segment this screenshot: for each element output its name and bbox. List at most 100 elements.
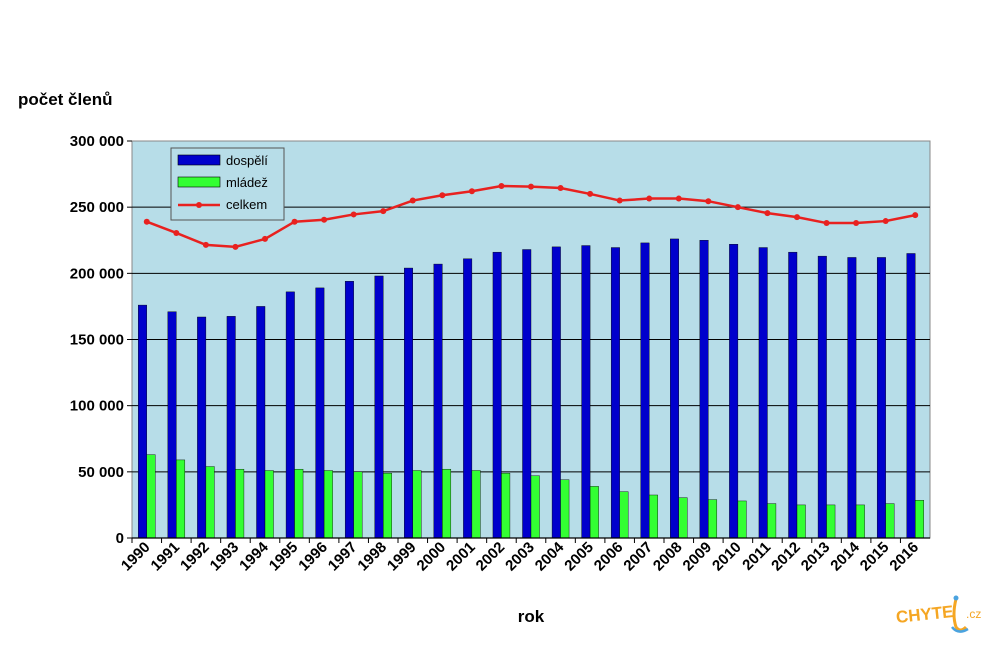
bar-dospeli-2011: [758, 247, 768, 539]
chytej-logo: CHYTE .cz: [895, 595, 981, 633]
y-tick-label: 50 000: [78, 464, 124, 481]
svg-text:.cz: .cz: [966, 607, 981, 621]
bar-dospeli-2009: [699, 240, 709, 539]
y-tick-label: 100 000: [70, 398, 124, 415]
point-celkem-2008: [675, 195, 682, 202]
y-axis-title: počet členů: [18, 90, 112, 109]
x-tick-label: 2002: [473, 539, 509, 575]
point-celkem-2000: [439, 192, 446, 199]
bar-mladez-1990: [146, 454, 156, 539]
x-tick-label: 2013: [798, 539, 834, 575]
x-tick-label: 2011: [739, 539, 774, 574]
x-tick-label: 2004: [532, 538, 568, 574]
point-celkem-2001: [468, 188, 475, 195]
point-celkem-2013: [823, 220, 830, 227]
bar-mladez-2010: [737, 500, 747, 539]
point-celkem-1999: [409, 197, 416, 204]
x-tick-label: 2001: [443, 539, 479, 575]
legend-swatch: [177, 176, 221, 188]
x-tick-label: 2003: [502, 539, 538, 575]
bar-dospeli-2006: [610, 247, 620, 539]
bar-dospeli-1996: [315, 287, 325, 539]
y-tick-label: 300 000: [70, 133, 124, 150]
x-tick-label: 1997: [325, 539, 361, 575]
x-tick-label: 1995: [266, 539, 302, 575]
point-celkem-2011: [764, 210, 771, 217]
point-celkem-2014: [853, 220, 860, 227]
bar-mladez-2006: [619, 491, 629, 539]
x-tick-label: 2010: [709, 539, 745, 575]
x-tick-label: 2016: [886, 539, 922, 575]
bar-mladez-2014: [855, 504, 865, 539]
bar-dospeli-2012: [788, 251, 798, 539]
bar-mladez-2001: [471, 470, 481, 539]
x-axis-title: rok: [518, 607, 545, 626]
y-tick-label: 200 000: [70, 265, 124, 282]
bar-dospeli-1991: [167, 311, 177, 539]
bar-dospeli-1993: [226, 316, 236, 539]
x-tick-label: 2008: [650, 539, 686, 575]
x-tick-label: 2005: [561, 539, 597, 575]
point-celkem-1991: [173, 229, 180, 236]
x-tick-label: 2007: [620, 539, 656, 575]
svg-text:CHYTE: CHYTE: [895, 602, 954, 627]
point-celkem-1990: [143, 218, 150, 225]
bar-dospeli-2004: [551, 246, 561, 539]
x-tick-label: 2012: [768, 539, 804, 575]
bar-dospeli-2016: [906, 253, 916, 539]
point-celkem-2016: [912, 212, 919, 219]
legend-label: celkem: [226, 197, 267, 212]
bar-mladez-2011: [767, 503, 777, 539]
bar-mladez-2004: [560, 479, 570, 539]
x-tick-label: 2014: [827, 538, 863, 574]
bar-dospeli-2001: [463, 258, 473, 539]
x-tick-label: 2006: [591, 539, 627, 575]
bar-mladez-1993: [235, 468, 245, 539]
x-tick-label: 2015: [857, 539, 893, 575]
bar-dospeli-1997: [344, 281, 354, 539]
bar-dospeli-1992: [197, 316, 207, 539]
legend-swatch: [177, 154, 221, 166]
bar-mladez-2002: [501, 472, 511, 539]
bar-mladez-1995: [294, 468, 304, 539]
bar-dospeli-1990: [138, 304, 147, 539]
bar-dospeli-2002: [492, 251, 502, 539]
point-celkem-1995: [291, 218, 298, 225]
point-celkem-2002: [498, 182, 505, 189]
x-tick-label: 1994: [236, 538, 272, 574]
bar-mladez-2013: [826, 504, 836, 539]
y-tick-label: 250 000: [70, 199, 124, 216]
legend-label: mládež: [226, 175, 268, 190]
bar-dospeli-2014: [847, 257, 857, 539]
point-celkem-1993: [232, 243, 239, 250]
point-celkem-1996: [321, 216, 328, 223]
x-tick-label: 2000: [414, 539, 450, 575]
bar-mladez-1992: [205, 466, 215, 539]
point-celkem-2012: [794, 214, 800, 221]
legend: dospělí mládež celkem: [170, 147, 285, 221]
bar-mladez-1998: [383, 472, 392, 539]
bar-dospeli-1994: [256, 306, 266, 539]
y-tick-label: 150 000: [70, 332, 124, 349]
point-celkem-2004: [557, 184, 564, 191]
point-celkem-2005: [587, 190, 594, 197]
point-celkem-2003: [528, 183, 534, 190]
point-celkem-2007: [646, 195, 653, 202]
legend-marker: [196, 202, 202, 208]
x-tick-label: 1996: [295, 539, 331, 575]
bar-dospeli-2005: [581, 245, 591, 539]
bar-mladez-1997: [353, 471, 363, 539]
point-celkem-1994: [262, 235, 268, 242]
bar-mladez-2005: [589, 486, 599, 539]
bar-mladez-2015: [885, 503, 895, 539]
bar-dospeli-1999: [404, 267, 413, 539]
x-tick-label: 1999: [384, 539, 420, 575]
point-celkem-1998: [380, 208, 387, 215]
bar-mladez-2009: [708, 499, 718, 539]
x-tick-label: 1992: [177, 539, 213, 575]
bar-dospeli-2015: [876, 257, 886, 539]
y-tick-label: 0: [116, 530, 124, 547]
bar-mladez-2008: [678, 497, 688, 539]
point-celkem-2006: [616, 197, 623, 204]
